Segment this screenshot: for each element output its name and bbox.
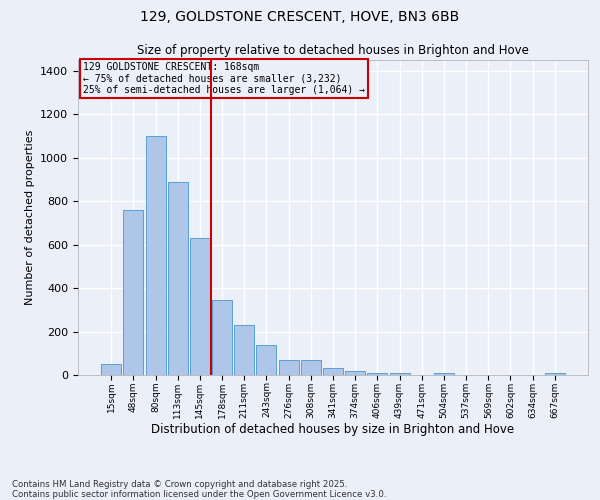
Bar	[234, 325, 254, 375]
Bar	[323, 368, 343, 375]
Bar	[301, 360, 321, 375]
Bar	[345, 370, 365, 375]
Bar	[190, 238, 210, 375]
Bar	[278, 360, 299, 375]
Bar	[146, 136, 166, 375]
Bar	[367, 373, 388, 375]
Bar	[168, 182, 188, 375]
Y-axis label: Number of detached properties: Number of detached properties	[25, 130, 35, 305]
Text: 129, GOLDSTONE CRESCENT, HOVE, BN3 6BB: 129, GOLDSTONE CRESCENT, HOVE, BN3 6BB	[140, 10, 460, 24]
Bar	[124, 210, 143, 375]
Text: 129 GOLDSTONE CRESCENT: 168sqm
← 75% of detached houses are smaller (3,232)
25% : 129 GOLDSTONE CRESCENT: 168sqm ← 75% of …	[83, 62, 365, 95]
Bar	[256, 344, 277, 375]
Bar	[101, 364, 121, 375]
Bar	[212, 300, 232, 375]
Title: Size of property relative to detached houses in Brighton and Hove: Size of property relative to detached ho…	[137, 44, 529, 58]
Bar	[545, 373, 565, 375]
Text: Contains HM Land Registry data © Crown copyright and database right 2025.
Contai: Contains HM Land Registry data © Crown c…	[12, 480, 386, 499]
Bar	[389, 373, 410, 375]
X-axis label: Distribution of detached houses by size in Brighton and Hove: Distribution of detached houses by size …	[151, 423, 515, 436]
Bar	[434, 373, 454, 375]
